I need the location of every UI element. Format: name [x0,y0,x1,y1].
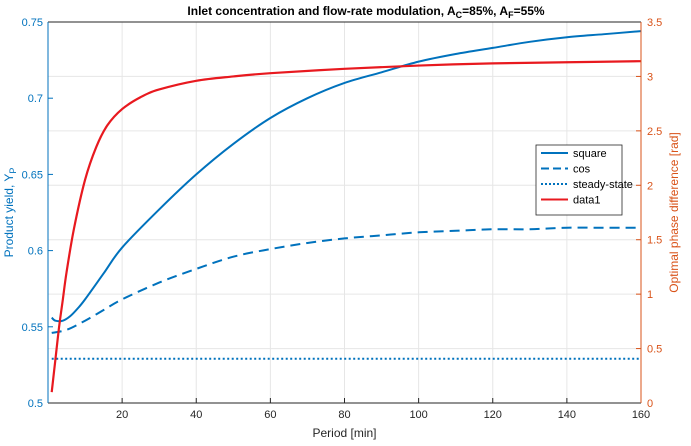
y-right-tick-label: 1 [647,289,653,301]
legend-label-data1: data1 [573,195,601,207]
y-right-tick-label: 3 [647,71,653,83]
y-axis-left-label: Product yield, YP [2,168,18,258]
y-left-tick-label: 0.55 [22,322,43,334]
y-right-tick-label: 0.5 [647,344,662,356]
legend-label-cos: cos [573,164,591,176]
y-axis-right-label: Optimal phase difference [rad] [667,132,681,293]
y-left-tick-label: 0.65 [22,169,43,181]
series-line-cos [51,226,641,334]
legend-label-steady-state: steady-state [573,179,633,191]
y-right-tick-label: 2 [647,180,653,192]
y-left-tick-label: 0.75 [22,17,43,29]
y-right-tick-label: 2.5 [647,126,662,138]
x-tick-label: 80 [338,409,350,421]
legend: square cos steady-state data1 [535,144,633,216]
legend-label-square: square [573,148,607,160]
x-tick-label: 120 [484,409,502,421]
x-tick-label: 160 [632,409,650,421]
legend-box [535,144,623,216]
y-right-tick-label: 0 [647,398,653,410]
x-tick-label: 40 [190,409,202,421]
series-group [50,30,642,393]
x-tick-label: 60 [264,409,276,421]
chart-title: Inlet concentration and flow-rate modula… [187,4,545,20]
y-left-tick-label: 0.7 [28,93,43,105]
series-line-square [51,30,642,323]
series-line-data1 [50,60,642,393]
y-right-tick-label: 1.5 [647,235,662,247]
y-left-tick-label: 0.6 [28,246,43,258]
legend-items: square cos steady-state data1 [541,148,633,207]
x-tick-label: 100 [409,409,427,421]
y-right-tick-label: 3.5 [647,17,662,29]
x-tick-label: 20 [116,409,128,421]
x-axis-label: Period [min] [312,426,376,440]
x-tick-label: 140 [558,409,576,421]
y-left-tick-label: 0.5 [28,398,43,410]
